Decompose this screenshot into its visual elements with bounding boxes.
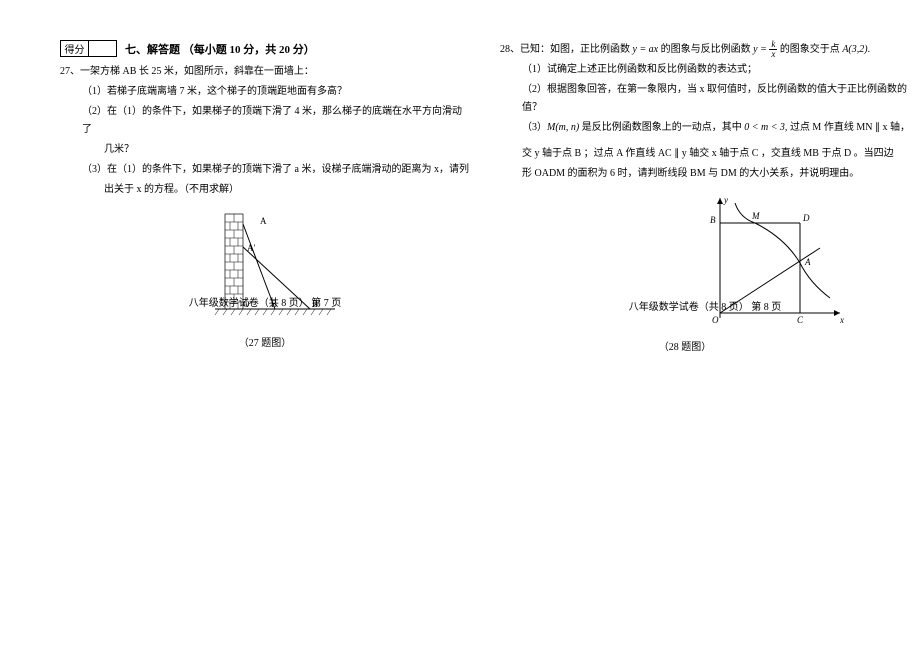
q28-p3a: （3） (522, 122, 547, 133)
question-27: 27、一架方梯 AB 长 25 米，如图所示，斜靠在一面墙上： （1）若梯子底端… (60, 63, 470, 199)
q28-intro-c: 的图象交于点 (777, 44, 842, 55)
q27-p1: （1）若梯子底端离墙 7 米，这个梯子的顶端距地面有多高？ (60, 83, 470, 101)
label-O: O (712, 315, 719, 325)
label-D: D (802, 213, 810, 223)
score-table: 得分 (60, 40, 117, 57)
score-row: 得分 七、解答题 （每小题 10 分，共 20 分） (60, 40, 470, 57)
figure-28: x y O B M D A C （28 题图） (500, 193, 910, 353)
figure-27: A A′ O B B′ （27 题图） (60, 209, 470, 349)
label-x: x (839, 315, 844, 325)
q27-intro: 27、一架方梯 AB 长 25 米，如图所示，斜靠在一面墙上： (60, 63, 470, 81)
y-arrow (717, 198, 723, 204)
q28-p3: （3）M(m, n) 是反比例函数图象上的一动点，其中 0 < m < 3, 过… (500, 119, 910, 137)
footer-7: 八年级数学试卷（共 8 页） 第 7 页 (60, 294, 470, 309)
label-A: A (804, 257, 811, 267)
figure-28-caption: （28 题图） (500, 338, 870, 353)
ground-hatch (215, 309, 331, 315)
q28-p2: （2）根据图象回答，在第一象限内，当 x 取何值时，反比例函数的值大于正比例函数… (500, 81, 910, 117)
footer-8: 八年级数学试卷（共 8 页） 第 8 页 (500, 298, 910, 313)
page-8: 28、已知：如图，正比例函数 y = ax 的图象与反比例函数 y = kx 的… (500, 40, 910, 353)
score-label: 得分 (61, 41, 89, 57)
label-B: B (710, 215, 716, 225)
q28-p4a: 交 y 轴于点 B ；过点 A 作直线 AC ∥ y 轴交 x 轴于点 C ，交… (500, 145, 910, 163)
question-28: 28、已知：如图，正比例函数 y = ax 的图象与反比例函数 y = kx 的… (500, 40, 910, 183)
range: 0 < m < 3, (744, 122, 787, 133)
section-heading: 七、解答题 （每小题 10 分，共 20 分） (125, 41, 315, 57)
q28-intro: 28、已知：如图，正比例函数 y = ax 的图象与反比例函数 y = kx 的… (500, 40, 910, 59)
page-7: 得分 七、解答题 （每小题 10 分，共 20 分） 27、一架方梯 AB 长 … (60, 40, 470, 349)
q27-p3a: （3）在（1）的条件下，如果梯子的顶端下滑了 a 米，设梯子底端滑动的距离为 x… (60, 161, 470, 179)
q28-num: 28、 (500, 44, 520, 55)
label-C: C (797, 315, 804, 325)
q28-p4b: 形 OADM 的面积为 6 时，请判断线段 BM 与 DM 的大小关系，并说明理… (500, 165, 910, 183)
q28-intro-b: 的图象与反比例函数 (658, 44, 753, 55)
q27-p2a: （2）在（1）的条件下，如果梯子的顶端下滑了 4 米，那么梯子的底端在水平方向滑… (60, 103, 470, 139)
label-M: M (751, 211, 760, 221)
figure-27-caption: （27 题图） (60, 334, 470, 349)
q28-intro-a: 已知：如图，正比例函数 (520, 44, 633, 55)
label-y: y (723, 195, 728, 205)
Mmn: M(m, n) (547, 122, 579, 133)
q28-p3c: 过点 M 作直线 MN ∥ x 轴， (790, 122, 910, 133)
label-A: A (260, 216, 267, 226)
q27-intro-text: 一架方梯 AB 长 25 米，如图所示，斜靠在一面墙上： (80, 66, 314, 77)
score-blank (89, 41, 117, 57)
q27-p3b: 出关于 x 的方程。（不用求解） (60, 181, 470, 199)
q27-p2b: 几米？ (60, 141, 470, 159)
q28-p3b: 是反比例函数图象上的一动点，其中 (582, 122, 742, 133)
q27-num: 27、 (60, 66, 80, 77)
label-A2: A′ (247, 243, 255, 253)
eq1: y = ax (633, 44, 659, 55)
q28-p1: （1）试确定上述正比例函数和反比例函数的表达式； (500, 61, 910, 79)
figure-27-svg: A A′ O B B′ (185, 209, 345, 329)
eq2-lhs: y = (753, 44, 769, 55)
pointA: A(3,2) (842, 44, 867, 55)
